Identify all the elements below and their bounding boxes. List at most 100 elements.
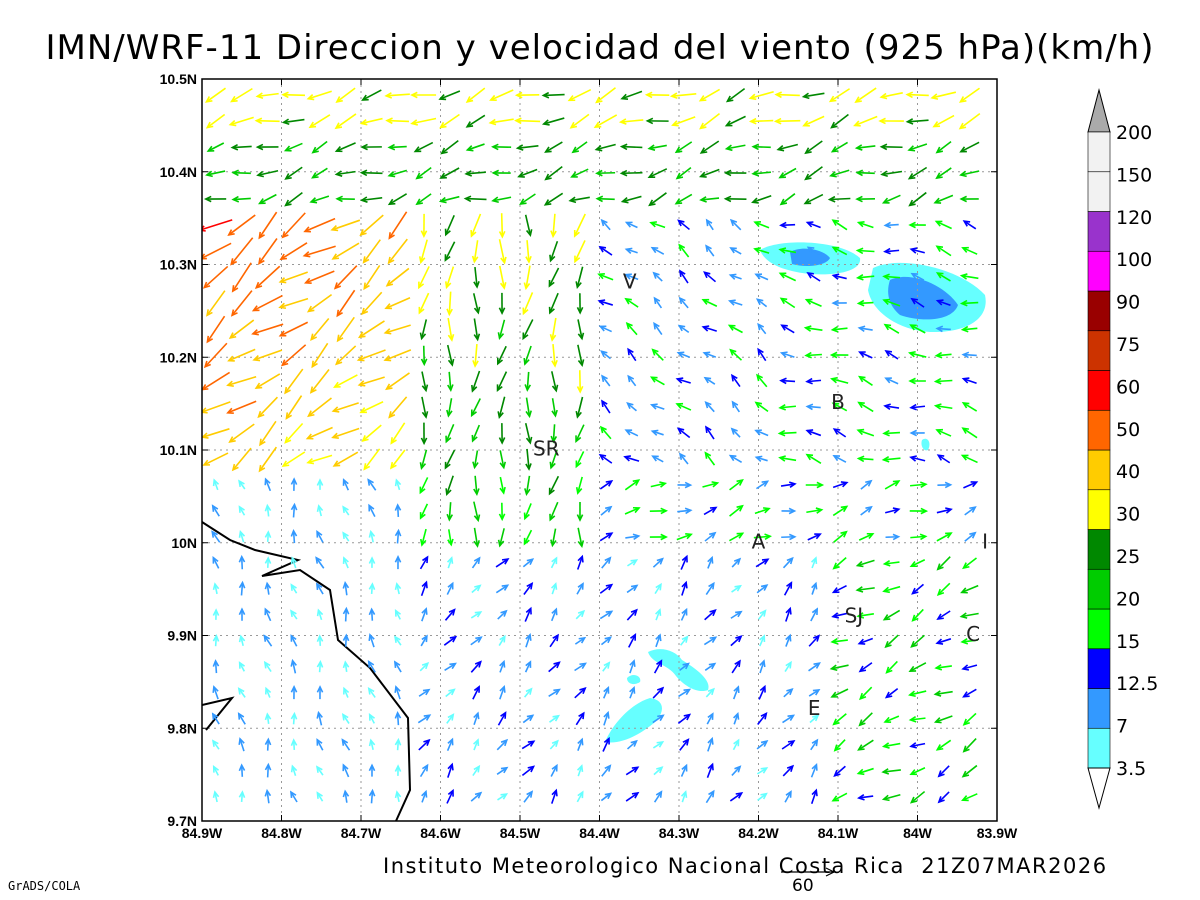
wind-vector — [472, 764, 481, 777]
wind-vector-head — [648, 199, 656, 207]
wind-vector — [342, 660, 350, 672]
wind-vector-shaft — [779, 431, 797, 435]
wind-vector-shaft — [884, 249, 900, 253]
wind-vector-head — [332, 460, 341, 467]
y-tick-label: 9.9N — [167, 628, 197, 644]
wind-vector — [678, 296, 689, 309]
wind-vector — [368, 738, 376, 750]
wind-vector-head — [600, 350, 608, 358]
wind-vector-shaft — [418, 292, 430, 314]
wind-vector — [264, 607, 272, 622]
wind-vector-head — [969, 506, 977, 513]
wind-vector-shaft — [576, 556, 584, 570]
wind-vector-head — [523, 357, 530, 366]
wind-vector — [626, 584, 639, 594]
wind-vector — [628, 633, 637, 648]
wind-vector-shaft — [439, 90, 461, 100]
wind-vector-shaft — [756, 456, 768, 462]
wind-vector — [705, 425, 715, 440]
wind-vector-head — [419, 538, 427, 547]
wind-vector — [447, 371, 454, 392]
wind-vector — [806, 246, 821, 256]
wind-vector-head — [879, 92, 888, 100]
wind-vector-shaft — [311, 342, 329, 368]
wind-vector — [290, 556, 298, 569]
wind-vector — [909, 455, 926, 462]
wind-vector-shaft — [883, 431, 901, 435]
wind-vector-shaft — [962, 427, 978, 439]
wind-vector-head — [961, 246, 969, 253]
wind-vector-head — [959, 170, 967, 178]
wind-vector — [832, 505, 849, 517]
wind-vector-shaft — [238, 713, 246, 725]
wind-vector-shaft — [521, 765, 535, 777]
wind-vector — [230, 143, 252, 151]
wind-vector-head — [444, 254, 451, 262]
wind-vector-head — [656, 741, 665, 748]
wind-vector — [393, 660, 402, 673]
wind-vector — [671, 116, 696, 127]
wind-vector — [231, 262, 252, 293]
wind-vector — [881, 793, 901, 802]
wind-vector — [600, 218, 611, 231]
wind-vector-head — [264, 581, 272, 590]
wind-vector-shaft — [282, 212, 306, 238]
wind-vector-shaft — [283, 118, 305, 124]
wind-vector-head — [576, 386, 584, 394]
wind-vector-head — [618, 118, 627, 125]
wind-vector-head — [778, 403, 786, 411]
wind-vector — [212, 478, 220, 491]
wind-vector — [934, 351, 952, 359]
wind-vector-shaft — [753, 171, 771, 175]
wind-vector — [959, 273, 979, 280]
wind-vector-head — [761, 558, 770, 565]
wind-vector-head — [438, 196, 447, 204]
wind-vector — [958, 112, 981, 130]
wind-vector-head — [855, 586, 864, 593]
wind-vector-head — [551, 409, 558, 418]
wind-vector-shaft — [931, 91, 957, 99]
wind-vector-head — [705, 425, 712, 434]
wind-vector-head — [577, 609, 586, 618]
wind-vector-head — [473, 306, 481, 315]
wind-vector-shaft — [549, 292, 559, 314]
wind-vector — [626, 608, 638, 621]
wind-vector-head — [390, 437, 397, 445]
wind-vector-head — [212, 634, 220, 642]
wind-vector — [569, 113, 590, 129]
wind-vector-shaft — [700, 197, 720, 201]
wind-vector — [860, 505, 873, 516]
wind-vector-shaft — [575, 424, 585, 442]
wind-vector-head — [651, 455, 659, 462]
wind-vector-head — [238, 505, 245, 513]
wind-vector — [231, 447, 252, 472]
wind-vector-shaft — [962, 402, 978, 412]
wind-vector-head — [734, 659, 741, 668]
wind-vector — [576, 582, 584, 595]
wind-vector-shaft — [444, 662, 456, 672]
wind-vector — [499, 685, 506, 700]
wind-vector — [930, 91, 957, 100]
wind-vector-head — [447, 762, 454, 771]
wind-vector-head — [708, 581, 715, 590]
wind-vector-head — [804, 173, 812, 181]
wind-vector — [361, 291, 383, 316]
wind-vector — [342, 556, 349, 569]
wind-vector-head — [342, 633, 350, 642]
wind-vector — [598, 245, 613, 256]
wind-vector-shaft — [233, 171, 251, 175]
wind-vector-shaft — [678, 352, 690, 358]
wind-vector-head — [228, 119, 237, 127]
wind-vector — [388, 211, 408, 240]
wind-vector-shaft — [202, 242, 232, 260]
wind-vector — [905, 91, 929, 99]
wind-vector-head — [211, 504, 219, 512]
wind-vector-shaft — [910, 535, 926, 539]
wind-vector-shaft — [443, 636, 457, 646]
wind-vector — [705, 218, 714, 231]
wind-vector-head — [231, 285, 239, 293]
wind-vector-shaft — [334, 374, 358, 388]
wind-vector-head — [733, 557, 742, 565]
wind-vector — [748, 90, 774, 101]
wind-vector — [675, 402, 692, 411]
